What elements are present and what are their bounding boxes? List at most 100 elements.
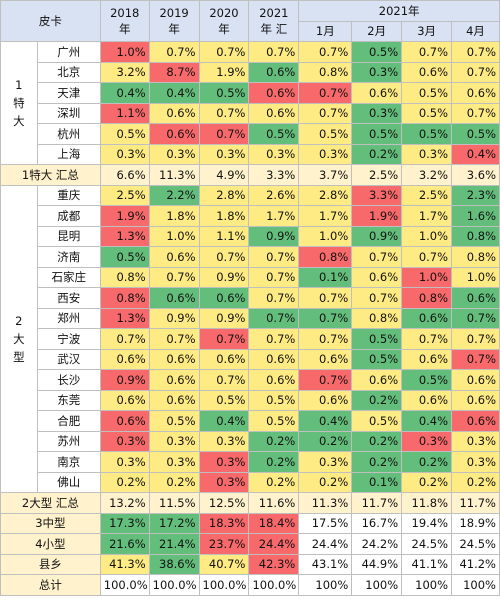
group-label: 1 特 大 (0, 41, 38, 165)
heatmap-cell: 0.5% (198, 389, 250, 411)
heatmap-cell: 0.5% (99, 246, 150, 268)
heatmap-cell: 0.3% (451, 430, 500, 452)
heatmap-cell: 0.7% (148, 328, 200, 350)
heatmap-cell: 0.6% (198, 348, 250, 370)
table-row: 1 特 大广州 1.0% 0.7% 0.7% 0.7% 0.7% 0.5% 0.7% 0.7% (0, 41, 500, 165)
heatmap-cell: 0.7% (248, 307, 300, 329)
total-cell: 100% (401, 574, 453, 596)
heatmap-cell: 0.7% (298, 82, 353, 104)
heatmap-cell: 0.6% (401, 389, 453, 411)
heatmap-cell: 41.3% (99, 553, 150, 575)
heatmap-cell: 0.2% (351, 430, 403, 452)
subtotal-cell: 13.2% (99, 492, 150, 514)
city-name: 石家庄 (36, 266, 101, 288)
heatmap-cell: 23.7% (198, 533, 250, 555)
heatmap-cell: 0.6% (451, 82, 500, 104)
heatmap-cell: 17.5% (298, 512, 353, 534)
heatmap-cell: 0.3% (148, 143, 200, 165)
total-cell: 100.0% (148, 574, 200, 596)
total-cell: 100% (351, 574, 403, 596)
city-name: 杭州 (36, 123, 101, 145)
heatmap-cell: 41.1% (401, 553, 453, 575)
heatmap-cell: 0.4% (298, 410, 353, 432)
table-row: 杭州 0.5% 0.6% 0.7% 0.5% 0.5% 0.5% 0.5% 0.5% (1, 123, 500, 145)
heatmap-cell: 0.7% (451, 348, 500, 370)
subtotal-row: 2大型 汇总 13.2% 11.5% 12.5% 11.6% 11.3% 11.7% 11.8… (0, 492, 500, 514)
table-row: 昆明 1.3% 1.0% 1.1% 0.9% 1.0% 0.9% 1.0% 0.8% (1, 225, 500, 247)
heatmap-cell: 1.8% (148, 205, 200, 227)
heatmap-cell: 0.5% (401, 102, 453, 124)
heatmap-cell: 0.4% (148, 82, 200, 104)
heatmap-cell: 0.7% (401, 41, 453, 63)
city-name: 武汉 (36, 348, 101, 370)
heatmap-cell: 3.3% (351, 184, 403, 206)
heatmap-cell: 0.7% (298, 41, 353, 63)
table-row: 上海 0.3% 0.3% 0.3% 0.3% 0.3% 0.2% 0.3% 0.4% (1, 143, 500, 165)
heatmap-cell: 0.5% (148, 410, 200, 432)
heatmap-cell: 0.2% (351, 389, 403, 411)
heatmap-cell: 0.6% (451, 369, 500, 391)
city-name: 成都 (36, 205, 101, 227)
table-row: 成都 1.9% 1.8% 1.8% 1.7% 1.7% 1.9% 1.7% 1.6% (1, 205, 500, 227)
total-cell: 100% (298, 574, 353, 596)
heatmap-cell: 0.7% (198, 246, 250, 268)
heatmap-cell: 0.8% (351, 307, 403, 329)
city-name: 长沙 (36, 369, 101, 391)
heatmap-cell: 44.9% (351, 553, 403, 575)
heatmap-cell: 0.6% (248, 82, 300, 104)
heatmap-cell: 0.5% (401, 123, 453, 145)
heatmap-cell: 0.5% (99, 123, 150, 145)
heatmap-cell: 0.8% (99, 266, 150, 288)
heatmap-cell: 0.8% (451, 246, 500, 268)
heatmap-cell: 0.6% (451, 410, 500, 432)
tier-label: 4小型 (0, 533, 101, 555)
heatmap-cell: 0.5% (351, 348, 403, 370)
city-name: 重庆 (36, 184, 101, 206)
heatmap-cell: 2.2% (148, 184, 200, 206)
tier-label: 3中型 (0, 512, 101, 534)
city-name: 济南 (36, 246, 101, 268)
heatmap-cell: 0.3% (401, 430, 453, 452)
city-name: 合肥 (36, 410, 101, 432)
subtotal-cell: 3.7% (298, 164, 353, 186)
heatmap-cell: 1.9% (99, 205, 150, 227)
heatmap-cell: 1.3% (99, 225, 150, 247)
header-row-2: 1月 2月 3月 4月 (1, 20, 500, 42)
subtotal-cell: 11.3% (298, 492, 353, 514)
heatmap-cell: 0.7% (401, 246, 453, 268)
heatmap-cell: 0.6% (401, 348, 453, 370)
heatmap-cell: 24.4% (248, 533, 300, 555)
city-name: 上海 (36, 143, 101, 165)
subtotal-cell: 3.2% (401, 164, 453, 186)
heatmap-cell: 0.5% (351, 41, 403, 63)
heatmap-cell: 16.7% (351, 512, 403, 534)
subtotal-cell: 3.3% (248, 164, 300, 186)
heatmap-cell: 0.6% (148, 369, 200, 391)
tier-row: 3中型 17.3% 17.2% 18.3% 18.4% 17.5% 16.7% 19.4% 18… (0, 512, 500, 534)
city-name: 南京 (36, 451, 101, 473)
header-year-col: 2021 年 汇 (248, 0, 300, 42)
heatmap-cell: 1.0% (148, 225, 200, 247)
subtotal-cell: 11.7% (351, 492, 403, 514)
header-corner: 皮卡 (0, 0, 101, 42)
heatmap-cell: 0.6% (148, 102, 200, 124)
heatmap-cell: 40.7% (198, 553, 250, 575)
heatmap-cell: 0.3% (198, 143, 250, 165)
heatmap-cell: 0.7% (298, 328, 353, 350)
city-name: 北京 (36, 61, 101, 83)
table-row: 天津 0.4% 0.4% 0.5% 0.6% 0.7% 0.6% 0.5% 0.6% (1, 82, 500, 104)
heatmap-cell: 0.6% (248, 348, 300, 370)
heatmap-cell: 0.8% (298, 246, 353, 268)
heatmap-cell: 0.7% (451, 61, 500, 83)
heatmap-cell: 0.7% (248, 246, 300, 268)
heatmap-cell: 0.8% (401, 287, 453, 309)
heatmap-cell: 0.6% (99, 410, 150, 432)
heatmap-cell: 0.9% (351, 225, 403, 247)
total-cell: 100.0% (248, 574, 300, 596)
header-month-col: 4月 (451, 20, 500, 42)
heatmap-cell: 0.3% (248, 143, 300, 165)
heatmap-cell: 0.9% (248, 225, 300, 247)
heatmap-cell: 0.7% (248, 266, 300, 288)
heatmap-cell: 1.9% (351, 205, 403, 227)
heatmap-cell: 0.7% (198, 123, 250, 145)
